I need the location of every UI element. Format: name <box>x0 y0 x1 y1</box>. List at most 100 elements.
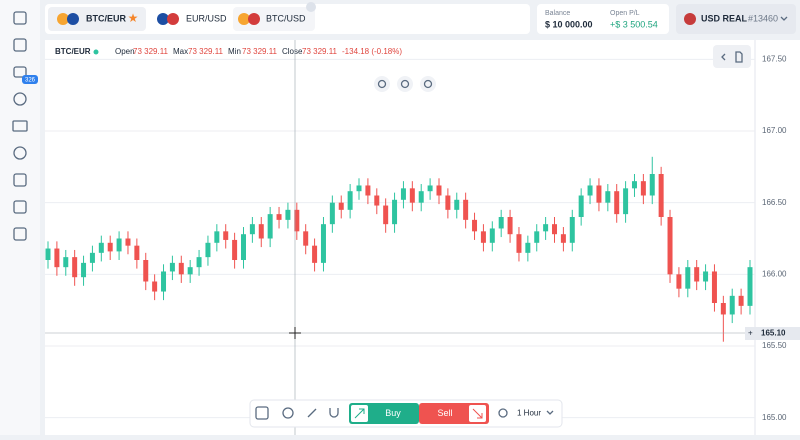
candle-body <box>560 234 566 243</box>
change: -134.18 (-0.18%) <box>342 47 402 56</box>
candle-body <box>383 205 389 225</box>
candle-body <box>631 181 637 189</box>
icon-trend[interactable] <box>13 38 27 52</box>
tool-indicators[interactable] <box>282 407 294 419</box>
candle-body <box>676 274 682 289</box>
candle-body <box>54 248 60 268</box>
icon-settings[interactable] <box>13 146 27 160</box>
candle-body <box>409 188 415 203</box>
icon-news[interactable] <box>13 173 27 187</box>
icon-calendar[interactable] <box>13 227 27 241</box>
icon-book[interactable] <box>12 120 28 132</box>
y-tick-label: 165.00 <box>762 413 787 422</box>
panel-toggle[interactable] <box>713 45 751 68</box>
flag-icon <box>167 13 179 25</box>
candle-body <box>356 185 362 192</box>
account-switch[interactable]: USD REAL #13460 <box>676 4 796 34</box>
coin-icon <box>67 13 79 25</box>
tab-bg <box>233 7 315 31</box>
candle-body <box>480 231 486 243</box>
ohlc-header: Open 73 329.11 Max 73 329.11 Min 73 329.… <box>115 47 402 56</box>
open-pl: +$ 3 500.54 <box>610 19 658 29</box>
y-tick-label: 166.50 <box>762 198 787 207</box>
y-tick-label: 167.50 <box>762 54 787 63</box>
candle-body <box>738 295 744 306</box>
icon-portfolio[interactable] <box>13 66 27 78</box>
tool-zoom-in[interactable] <box>397 76 413 92</box>
candle-body <box>445 195 451 210</box>
max-label: Max <box>173 47 188 56</box>
tool-magnet[interactable] <box>329 408 339 418</box>
candle-body <box>205 242 211 258</box>
candle-body <box>365 185 371 196</box>
candle-body <box>374 195 380 206</box>
candle-body <box>703 271 709 282</box>
tool-target[interactable] <box>374 76 390 92</box>
icon-chart[interactable] <box>13 11 27 25</box>
candle-body <box>276 214 282 220</box>
close-label: Close <box>282 47 303 56</box>
candle-body <box>161 271 167 292</box>
buy-button[interactable]: Buy <box>349 403 419 424</box>
candle-body <box>98 242 104 253</box>
candle-body <box>45 248 51 260</box>
candle-body <box>525 242 531 253</box>
chart-tools <box>374 45 751 92</box>
candle-body <box>107 242 113 252</box>
candle-body <box>623 188 629 215</box>
candle-body <box>134 245 140 260</box>
candle-body <box>614 191 620 215</box>
candle-body <box>249 224 255 235</box>
balance: $ 10 000.00 <box>545 19 593 29</box>
tab[interactable]: BTC/EUR ★ <box>57 11 138 25</box>
candle-body <box>152 281 158 292</box>
flag-icon <box>157 13 169 25</box>
icon-database[interactable] <box>13 200 27 214</box>
candle-body <box>178 262 184 275</box>
flag-icon <box>248 13 260 25</box>
candle-body <box>294 209 300 232</box>
open-label: Open <box>115 47 135 56</box>
candle-body <box>720 303 726 315</box>
tool-icon <box>423 79 433 89</box>
tool-zoom-out[interactable] <box>420 76 436 92</box>
candle-body <box>223 231 229 240</box>
tab-label: BTC/USD <box>266 13 306 23</box>
timeframe[interactable]: 1 Hour <box>498 408 554 418</box>
candle-body <box>187 267 193 275</box>
sell-arrow <box>472 408 483 419</box>
tab-active-bg <box>48 7 146 31</box>
icon-history[interactable] <box>13 92 27 106</box>
tab[interactable]: BTC/USD <box>233 2 316 31</box>
tab[interactable]: EUR/USD <box>157 13 227 25</box>
candle-body <box>640 181 646 196</box>
candle-body <box>552 224 558 235</box>
candle-body <box>649 174 655 196</box>
candle-body <box>569 217 575 243</box>
pl-label: Open P/L <box>610 10 640 17</box>
sell-button[interactable]: Sell <box>419 403 489 424</box>
candle-body <box>454 199 460 210</box>
sidebar <box>0 0 40 435</box>
currency: USD REAL <box>701 13 748 23</box>
candle-body <box>516 234 522 253</box>
candle-body <box>747 267 753 306</box>
chart-panel <box>45 40 800 435</box>
buy-arrow <box>354 408 365 419</box>
candle-body <box>285 209 291 220</box>
candle-body <box>169 262 175 272</box>
crosshair-label: 165.10 <box>761 329 786 338</box>
flag-icon <box>684 13 696 25</box>
tool-draw[interactable] <box>307 408 317 418</box>
candle-body <box>489 228 495 243</box>
star-icon[interactable]: ★ <box>128 11 139 25</box>
panel-icon <box>721 51 743 63</box>
tool-layout[interactable] <box>255 406 269 420</box>
close-tab[interactable] <box>306 2 316 12</box>
tab-label: BTC/EUR <box>86 13 126 23</box>
candle-body <box>498 217 504 229</box>
buy-label: Buy <box>385 408 401 418</box>
candle-body <box>303 231 309 246</box>
candle-body <box>436 185 442 196</box>
